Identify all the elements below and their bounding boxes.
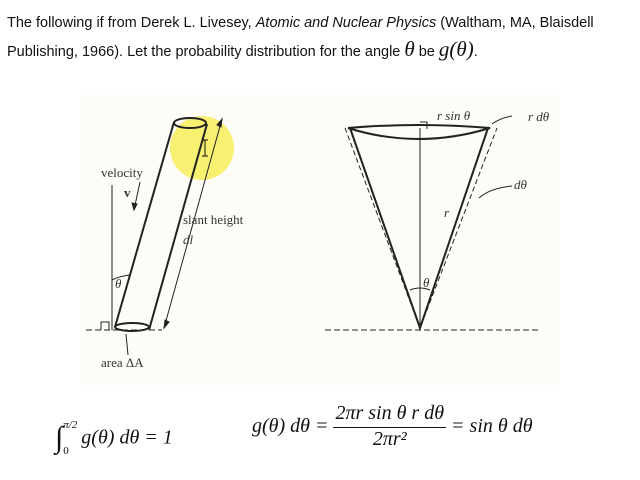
velocity-arrowhead [131, 202, 138, 212]
text-cursor-icon [202, 139, 208, 157]
cone-theta-arc [409, 287, 431, 291]
fraction: 2πr sin θ r dθ 2πr² [333, 402, 447, 451]
tube-diagram [86, 116, 234, 356]
normalization-equation: ∫ π/2 0 g(θ) dθ = 1 [55, 412, 173, 464]
slant-height-arrow [163, 118, 223, 329]
diagram-background [80, 95, 560, 385]
intro-text: The following if from Derek L. Livesey, [7, 15, 256, 31]
tube-top-end [173, 117, 207, 129]
numerator: 2πr sin θ r dθ [333, 402, 447, 428]
intro-paragraph: The following if from Derek L. Livesey, … [7, 10, 635, 65]
outer-cone [344, 127, 498, 330]
integral-sign: ∫ [55, 421, 64, 454]
inner-cone [349, 127, 489, 332]
distribution-lhs: g(θ) dθ = [252, 415, 329, 437]
cone-rim [347, 124, 491, 140]
theta-symbol: θ [404, 37, 415, 61]
cone-right-angle [420, 121, 428, 129]
book-title: Atomic and Nuclear Physics [255, 15, 437, 31]
tube-left-edge [114, 121, 175, 328]
intro-text-2: (Waltham, MA, Blaisdell Publishing, 1966… [7, 15, 594, 60]
denominator: 2πr² [372, 428, 407, 450]
distribution-equation: g(θ) dθ = 2πr sin θ r dθ 2πr² = sin θ dθ [252, 402, 533, 451]
tube-bottom-end [114, 322, 150, 332]
cone-diagram [325, 115, 540, 332]
v-label: v [124, 185, 131, 200]
area-pointer [125, 333, 129, 356]
dtheta-pointer [478, 185, 513, 199]
right-angle-mark [100, 321, 110, 330]
tube-right-edge [148, 123, 208, 331]
normalization-body: g(θ) dθ = 1 [81, 426, 173, 449]
distribution-rhs: = sin θ dθ [451, 415, 533, 437]
area-label: area ΔA [101, 355, 144, 370]
arrowheads [163, 117, 223, 330]
slant-height-label: slant height [183, 212, 244, 227]
right-theta-label: θ [423, 275, 430, 290]
r-dtheta-label: r dθ [528, 109, 550, 124]
theta-arc [111, 274, 131, 281]
upper-limit: π/2 [63, 419, 78, 431]
dl-label: dl [183, 232, 194, 247]
lower-limit: 0 [63, 445, 69, 457]
velocity-label: velocity [101, 165, 143, 180]
period: . [473, 44, 478, 60]
r-label: r [444, 205, 450, 220]
left-theta-label: θ [115, 276, 122, 291]
dtheta-label: dθ [514, 177, 528, 192]
r-sin-theta-label: r sin θ [437, 108, 471, 123]
g-theta-symbol: g(θ) [438, 37, 474, 61]
intro-be: be [414, 44, 439, 60]
r-dtheta-pointer [491, 115, 513, 125]
